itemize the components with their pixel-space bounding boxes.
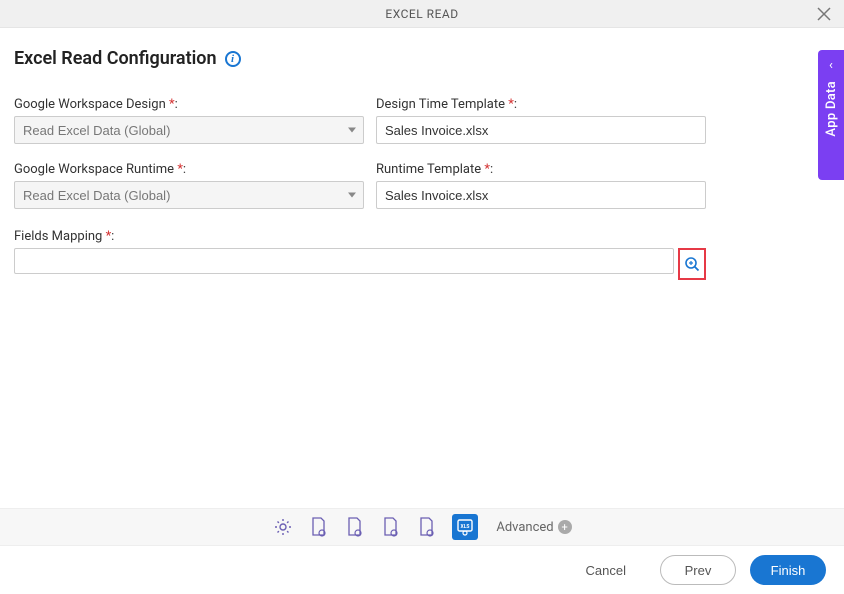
chevron-left-icon: ‹	[829, 58, 833, 73]
page-title-row: Excel Read Configuration i	[14, 48, 830, 69]
toolbar-doc-config-4-icon[interactable]	[416, 516, 438, 538]
prev-button[interactable]: Prev	[660, 555, 736, 585]
label-google-workspace-runtime: Google Workspace Runtime *:	[14, 162, 364, 177]
toolbar-doc-config-3-icon[interactable]	[380, 516, 402, 538]
required-marker: *	[484, 162, 490, 177]
required-marker: *	[177, 162, 183, 177]
search-data-icon	[684, 256, 700, 272]
label-design-time-template: Design Time Template *:	[376, 97, 706, 112]
toolbar-settings-icon[interactable]	[272, 516, 294, 538]
required-marker: *	[508, 97, 514, 112]
toolbar-doc-config-2-icon[interactable]	[344, 516, 366, 538]
advanced-link[interactable]: Advanced +	[496, 520, 571, 535]
input-fields-mapping[interactable]	[14, 248, 674, 274]
document-gear-icon	[418, 517, 436, 537]
cancel-button[interactable]: Cancel	[566, 555, 646, 585]
select-input-google-workspace-design[interactable]	[14, 116, 364, 144]
close-button[interactable]	[814, 4, 834, 24]
document-gear-icon	[382, 517, 400, 537]
fields-mapping-container	[14, 248, 706, 280]
spreadsheet-view-icon: XLS	[456, 518, 474, 536]
required-marker: *	[106, 229, 112, 244]
side-tab-label: App Data	[824, 81, 839, 137]
plus-circle-icon: +	[558, 520, 572, 534]
field-fields-mapping: Fields Mapping *:	[14, 229, 830, 280]
info-icon[interactable]: i	[225, 51, 241, 67]
advanced-label: Advanced	[496, 520, 553, 535]
field-google-workspace-runtime: Google Workspace Runtime *:	[14, 162, 364, 209]
select-google-workspace-runtime[interactable]	[14, 181, 364, 209]
page-title: Excel Read Configuration	[14, 48, 217, 69]
label-runtime-template: Runtime Template *:	[376, 162, 706, 177]
label-fields-mapping: Fields Mapping *:	[14, 229, 830, 244]
required-marker: *	[169, 97, 175, 112]
label-google-workspace-design: Google Workspace Design *:	[14, 97, 364, 112]
bottom-toolbar: XLS Advanced +	[0, 508, 844, 546]
app-data-side-tab[interactable]: ‹ App Data	[818, 50, 844, 180]
content-area: Excel Read Configuration i Google Worksp…	[0, 28, 844, 280]
field-design-time-template: Design Time Template *:	[376, 97, 706, 144]
field-google-workspace-design: Google Workspace Design *:	[14, 97, 364, 144]
dialog-header: EXCEL READ	[0, 0, 844, 28]
footer: Cancel Prev Finish	[0, 546, 844, 594]
finish-button[interactable]: Finish	[750, 555, 826, 585]
fields-mapping-lookup-button[interactable]	[678, 248, 706, 280]
toolbar-xls-view-icon[interactable]: XLS	[452, 514, 478, 540]
gear-icon	[274, 518, 292, 536]
form-grid: Google Workspace Design *: Design Time T…	[14, 97, 830, 221]
field-runtime-template: Runtime Template *:	[376, 162, 706, 209]
svg-text:XLS: XLS	[461, 524, 470, 530]
select-input-google-workspace-runtime[interactable]	[14, 181, 364, 209]
dialog-title: EXCEL READ	[385, 7, 458, 21]
input-design-time-template[interactable]	[376, 116, 706, 144]
document-gear-icon	[346, 517, 364, 537]
select-google-workspace-design[interactable]	[14, 116, 364, 144]
close-icon	[817, 7, 831, 21]
toolbar-doc-config-1-icon[interactable]	[308, 516, 330, 538]
input-runtime-template[interactable]	[376, 181, 706, 209]
document-gear-icon	[310, 517, 328, 537]
